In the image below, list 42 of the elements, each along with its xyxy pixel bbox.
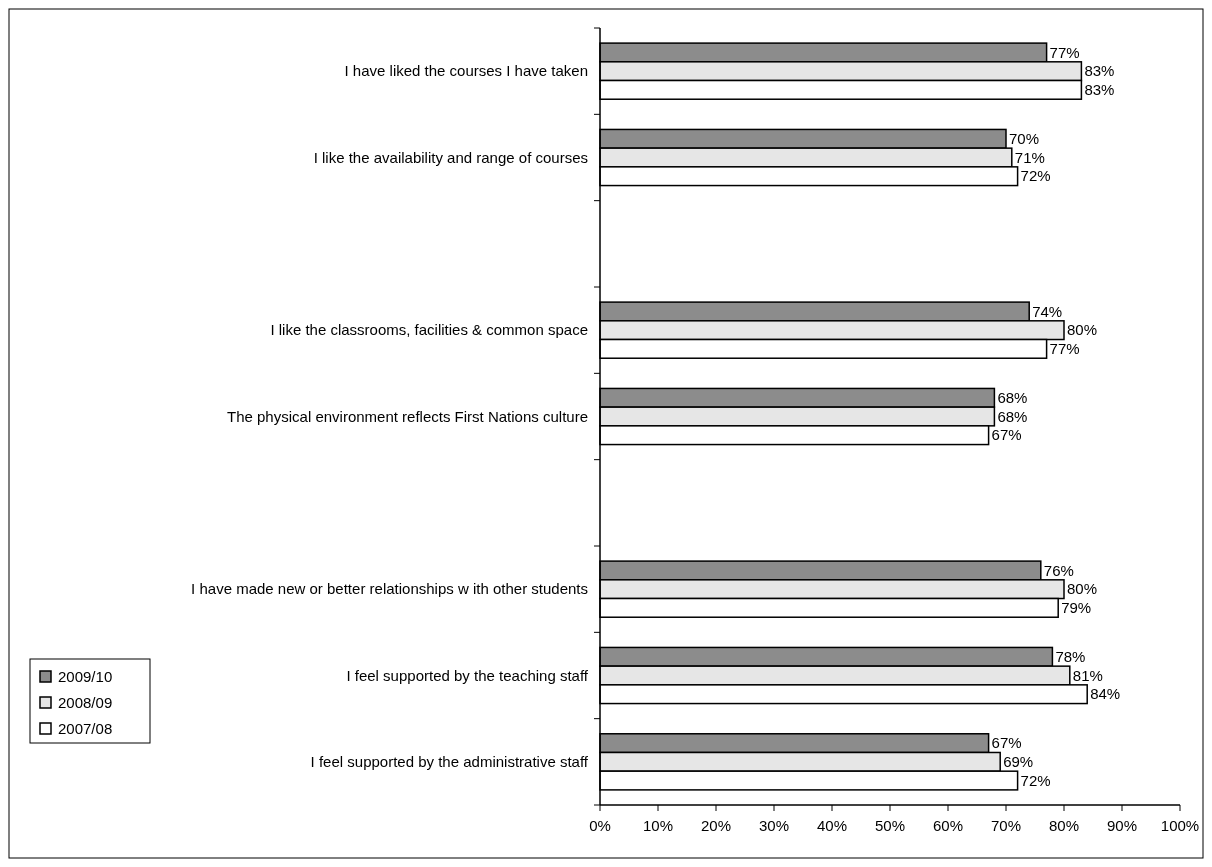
- x-tick-label: 80%: [1048, 817, 1080, 834]
- data-label: 72%: [1020, 771, 1051, 789]
- x-tick-label: 70%: [990, 817, 1022, 834]
- legend-label: 2009/10: [58, 668, 113, 686]
- data-label: 67%: [991, 426, 1022, 444]
- y-tick-label: I have made new or better relationships w ith other students: [191, 580, 588, 598]
- data-label: 77%: [1049, 43, 1080, 61]
- data-label: 79%: [1061, 599, 1092, 617]
- x-tick-label: 20%: [700, 817, 732, 834]
- data-label: 80%: [1067, 580, 1098, 598]
- x-tick-label: 10%: [642, 817, 674, 834]
- x-tick-label: 50%: [874, 817, 906, 834]
- y-tick-label: I feel supported by the administrative staff: [310, 753, 589, 771]
- y-tick-label: The physical environment reflects First Nations culture: [227, 407, 588, 425]
- data-label: 84%: [1090, 685, 1121, 703]
- data-label: 83%: [1084, 81, 1115, 99]
- data-label: 76%: [1043, 561, 1074, 579]
- x-tick-label: 0%: [589, 817, 611, 834]
- x-tick-label: 100%: [1160, 817, 1200, 834]
- x-tick-label: 30%: [758, 817, 790, 834]
- data-label: 71%: [1014, 148, 1045, 166]
- data-label: 69%: [1003, 753, 1034, 771]
- y-tick-label: I feel supported by the teaching staff: [346, 666, 589, 684]
- data-label: 67%: [991, 734, 1022, 752]
- data-label: 83%: [1084, 62, 1115, 80]
- legend-label: 2007/08: [58, 720, 113, 738]
- data-label: 68%: [997, 407, 1028, 425]
- data-label: 68%: [997, 389, 1028, 407]
- x-tick-label: 40%: [816, 817, 848, 834]
- data-label: 78%: [1055, 648, 1086, 666]
- legend-label: 2008/09: [58, 694, 113, 712]
- y-tick-label: I like the classrooms, facilities & common space: [270, 321, 588, 339]
- data-label: 72%: [1020, 167, 1051, 185]
- y-tick-label: I have liked the courses I have taken: [344, 62, 588, 80]
- x-tick-label: 60%: [932, 817, 964, 834]
- data-label: 74%: [1032, 302, 1063, 320]
- x-tick-label: 90%: [1106, 817, 1138, 834]
- y-tick-label: I like the availability and range of courses: [313, 148, 588, 166]
- data-label: 70%: [1009, 130, 1040, 148]
- data-label: 81%: [1072, 666, 1103, 684]
- data-label: 77%: [1049, 340, 1080, 358]
- data-label: 80%: [1067, 321, 1098, 339]
